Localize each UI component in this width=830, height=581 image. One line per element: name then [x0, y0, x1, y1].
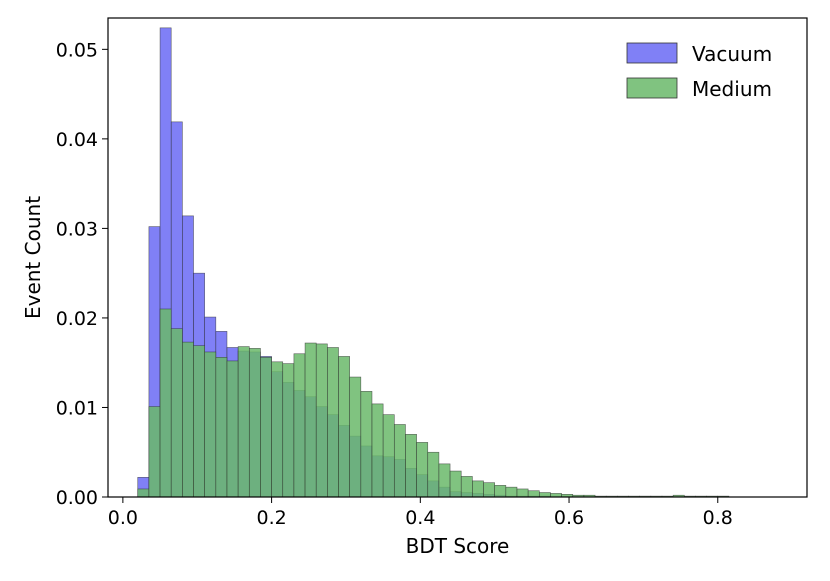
- medium-bar: [393, 424, 406, 498]
- medium-bar: [438, 463, 451, 498]
- y-tick-label: 0.04: [56, 129, 98, 151]
- x-tick-label: 0.0: [108, 507, 138, 529]
- medium-bar: [260, 357, 272, 498]
- medium-bar: [516, 488, 529, 498]
- medium-bar: [382, 414, 395, 498]
- y-tick-label: 0.00: [56, 487, 98, 509]
- medium-bar: [282, 363, 295, 498]
- medium-bar: [349, 376, 362, 498]
- medium-bar: [505, 486, 518, 498]
- medium-bar: [538, 492, 551, 498]
- medium-bar: [427, 451, 440, 498]
- medium-bar: [494, 485, 507, 498]
- medium-bar: [170, 328, 183, 498]
- plot-frame: [107, 17, 808, 498]
- medium-bar: [460, 476, 473, 498]
- legend-label-vacuum: Vacuum: [692, 42, 772, 66]
- x-axis-label: BDT Score: [406, 534, 510, 558]
- medium-bar: [293, 353, 306, 498]
- y-tick-label: 0.02: [56, 308, 98, 330]
- medium-bar: [148, 406, 161, 498]
- medium-bar: [327, 347, 339, 498]
- y-tick-label: 0.05: [56, 39, 98, 61]
- y-axis: 0.00 0.01 0.02 0.03 0.04 0.05: [56, 39, 108, 509]
- medium-bar: [483, 482, 495, 498]
- medium-bar: [226, 360, 239, 498]
- legend-label-medium: Medium: [692, 77, 772, 101]
- medium-bar: [338, 356, 350, 498]
- medium-bar: [193, 345, 205, 498]
- legend-swatch-medium: [626, 77, 678, 99]
- y-tick-label: 0.03: [56, 218, 98, 240]
- x-axis: 0.0 0.2 0.4 0.6 0.8: [108, 497, 733, 529]
- x-tick-label: 0.6: [554, 507, 584, 529]
- legend-swatch-vacuum: [626, 42, 678, 64]
- medium-bar: [237, 346, 250, 498]
- medium-bar: [304, 342, 317, 498]
- medium-bar: [449, 470, 462, 498]
- medium-bar: [137, 488, 150, 498]
- medium-bar: [248, 348, 261, 498]
- medium-bar: [371, 403, 384, 498]
- y-axis-label: Event Count: [21, 196, 45, 319]
- y-tick-label: 0.01: [56, 397, 98, 419]
- medium-bar: [182, 341, 194, 498]
- medium-bar: [315, 343, 328, 498]
- medium-bar: [360, 391, 373, 498]
- medium-bar: [416, 442, 429, 498]
- medium-bar: [472, 480, 484, 498]
- medium-bar: [215, 357, 228, 498]
- medium-bar: [405, 434, 417, 498]
- x-tick-label: 0.2: [256, 507, 286, 529]
- x-tick-label: 0.8: [703, 507, 733, 529]
- medium-bar: [527, 490, 540, 498]
- medium-bar: [159, 308, 172, 498]
- medium-bar: [271, 361, 284, 498]
- x-tick-label: 0.4: [405, 507, 435, 529]
- legend: Vacuum Medium: [626, 42, 772, 101]
- medium-bar: [204, 351, 217, 498]
